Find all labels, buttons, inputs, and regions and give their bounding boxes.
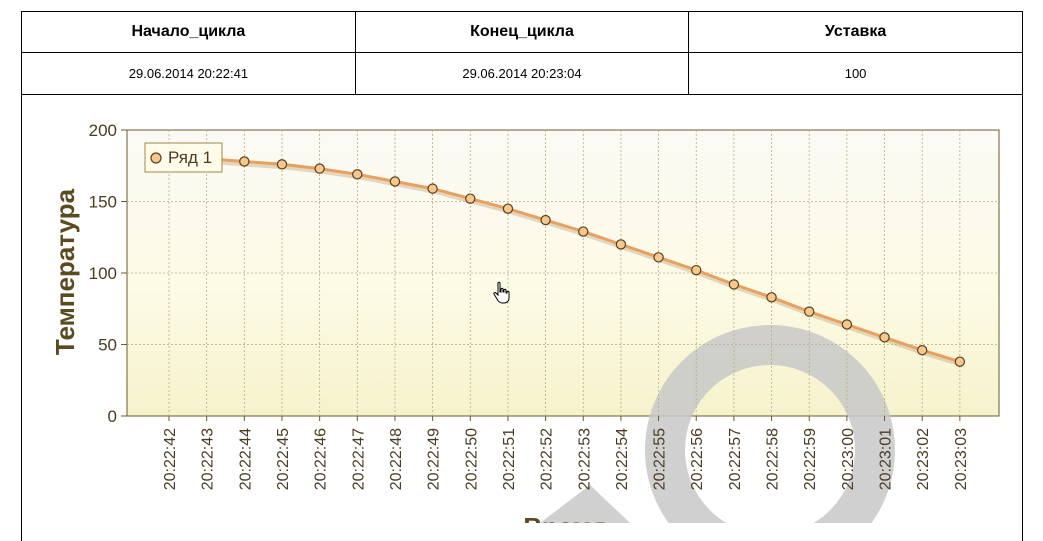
x-tick-label: 20:22:59 — [802, 428, 819, 490]
data-point — [653, 252, 664, 263]
x-tick-label: 20:22:43 — [200, 428, 217, 490]
y-tick-label: 100 — [89, 264, 117, 283]
header-cycle-end: Конец_цикла — [354, 12, 690, 53]
y-tick-label: 50 — [98, 336, 117, 355]
grid-lines — [127, 130, 999, 416]
x-tick-label: 20:22:44 — [237, 428, 254, 490]
data-point — [615, 239, 627, 250]
x-tick-label: 20:22:48 — [388, 428, 405, 490]
data-point — [917, 345, 928, 356]
series-shadow — [170, 157, 963, 367]
x-tick-label: 20:22:54 — [614, 428, 631, 490]
data-point — [427, 183, 438, 194]
data-point — [841, 319, 853, 330]
table-row: 29.06.2014 20:22:41 29.06.2014 20:23:04 … — [22, 52, 1022, 95]
data-point — [728, 279, 740, 290]
cell-cycle-start: 29.06.2014 20:22:41 — [22, 52, 356, 95]
hand-pointer-icon — [493, 281, 510, 304]
data-point — [766, 292, 777, 303]
cycle-summary-table: Начало_цикла Конец_цикла Уставка 29.06.2… — [22, 12, 1022, 95]
x-tick-label: 20:22:56 — [689, 428, 706, 490]
x-tick-label: 20:22:52 — [539, 428, 556, 490]
report-frame: Начало_цикла Конец_цикла Уставка 29.06.2… — [21, 11, 1023, 541]
x-axis-label: Время — [523, 512, 606, 523]
header-cycle-start: Начало_цикла — [22, 12, 356, 53]
data-point — [239, 156, 250, 167]
data-point — [954, 356, 966, 367]
y-tick-label: 0 — [108, 407, 117, 426]
data-point — [314, 163, 325, 174]
x-tick-label: 20:22:47 — [350, 428, 367, 490]
x-tick-label: 20:23:03 — [953, 428, 970, 490]
y-tick-label: 200 — [89, 121, 117, 140]
data-point — [276, 159, 288, 170]
data-point — [578, 226, 589, 237]
x-axis: 20:22:42 20:22:43 20:22:44 20:22:45 20:22:46… — [162, 416, 970, 490]
cell-setpoint: 100 — [688, 52, 1022, 95]
data-point — [879, 332, 890, 343]
data-point — [389, 176, 401, 187]
x-tick-label: 20:22:55 — [652, 428, 669, 490]
watermark-logo — [540, 325, 895, 523]
x-tick-label: 20:22:51 — [501, 428, 518, 490]
header-setpoint: Уставка — [688, 12, 1022, 53]
x-tick-label: 20:22:58 — [765, 428, 782, 490]
series-line — [168, 155, 961, 364]
y-axis-label: Температура — [50, 188, 80, 355]
x-tick-label: 20:22:50 — [463, 428, 480, 490]
y-tick-label: 150 — [89, 193, 117, 212]
data-point — [352, 169, 363, 180]
legend: Ряд 1 — [144, 142, 223, 173]
x-tick-label: 20:22:49 — [426, 428, 443, 490]
data-point — [804, 306, 815, 317]
cell-cycle-end: 29.06.2014 20:23:04 — [354, 52, 690, 95]
x-tick-label: 20:22:42 — [162, 428, 179, 490]
data-point — [691, 264, 702, 276]
x-tick-label: 20:22:57 — [727, 428, 744, 490]
x-tick-label: 20:22:53 — [576, 428, 593, 490]
x-tick-label: 20:23:01 — [878, 428, 895, 490]
data-point — [465, 193, 476, 204]
legend-label: Ряд 1 — [168, 148, 212, 167]
x-tick-label: 20:22:46 — [313, 428, 330, 490]
series-ryad-1 — [168, 155, 966, 367]
x-tick-label: 20:23:02 — [915, 428, 932, 490]
x-tick-label: 20:22:45 — [275, 428, 292, 490]
legend-marker — [150, 152, 162, 164]
table-header-row: Начало_цикла Конец_цикла Уставка — [22, 12, 1022, 53]
data-point — [502, 203, 514, 214]
data-point — [540, 214, 551, 226]
y-axis: 0 50 100 150 200 — [89, 121, 127, 426]
x-tick-label: 20:23:00 — [840, 428, 857, 490]
